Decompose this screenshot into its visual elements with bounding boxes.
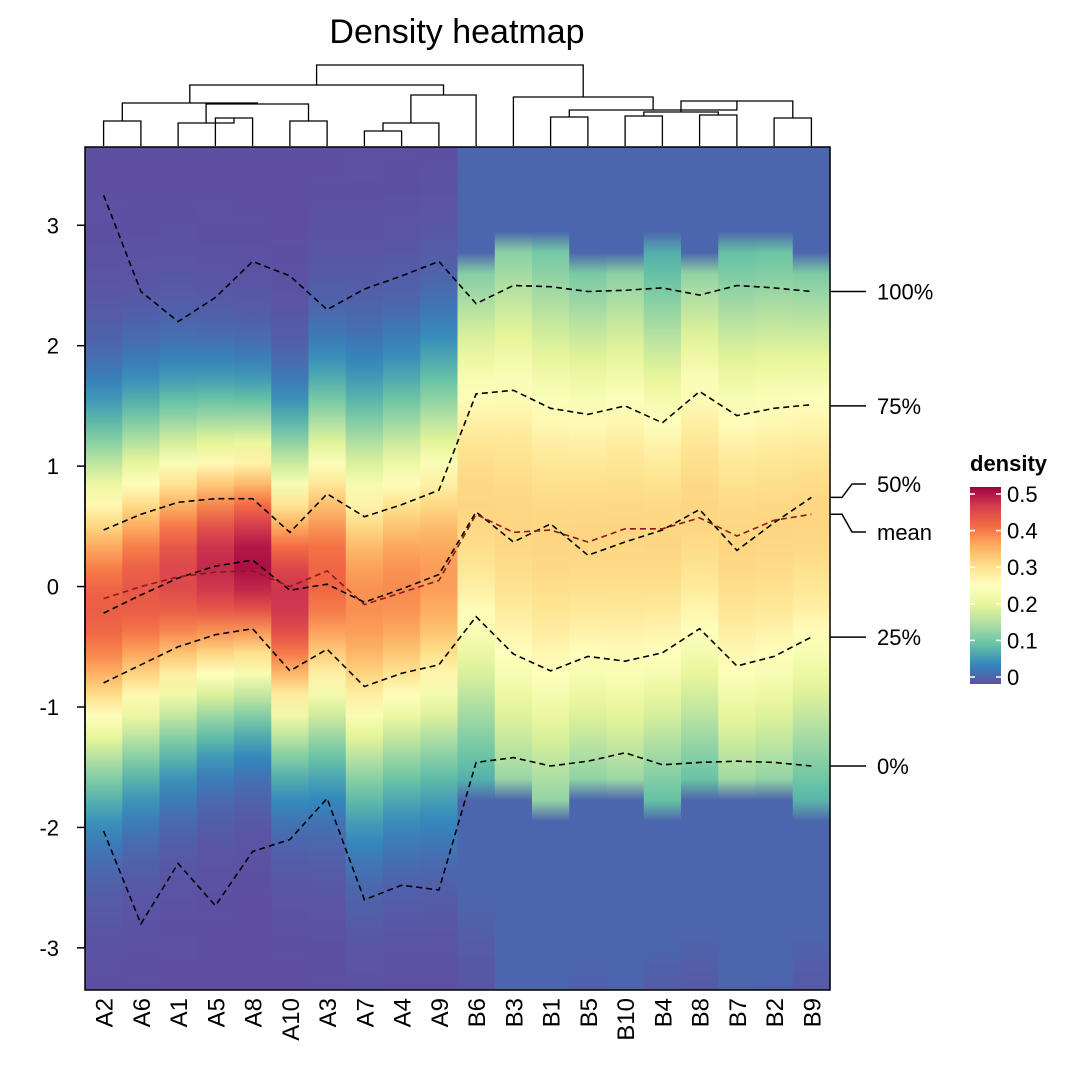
column-label-A1: A1 (166, 998, 193, 1027)
heatmap-column-A5 (196, 147, 235, 990)
legend-color-bar (970, 487, 1001, 684)
column-label-A9: A9 (427, 998, 454, 1027)
y-tick-label: -2 (39, 815, 59, 840)
heatmap-column-A3 (308, 147, 347, 990)
column-label-A10: A10 (278, 998, 305, 1041)
legend-tick-label: 0.4 (1007, 519, 1038, 544)
heatmap-column-A7 (345, 147, 384, 990)
heatmap-column-B3 (494, 147, 533, 990)
heatmap-column-B1 (532, 147, 570, 990)
annotation-100pct: 100% (830, 280, 933, 305)
heatmap-column-A10 (271, 147, 310, 990)
heatmap-column-A4 (383, 147, 421, 990)
dendrogram-branch (624, 115, 664, 146)
heatmap-body (85, 147, 831, 990)
column-label-A5: A5 (203, 998, 230, 1027)
column-label-B1: B1 (539, 998, 566, 1027)
heatmap-column-B10 (606, 147, 645, 990)
heatmap-column-A1 (159, 147, 198, 990)
legend-title: density (970, 451, 1048, 476)
heatmap-column-B7 (718, 147, 757, 990)
dendrogram-branch (289, 120, 328, 146)
annotation-50pct: 50% (830, 472, 921, 499)
annotation-label: 100% (877, 280, 933, 305)
chart-title: Density heatmap (329, 13, 584, 51)
right-annotations: 100% 75% 50% mean 25% 0% (830, 280, 933, 779)
annotation-25pct: 25% (830, 625, 921, 650)
column-label-B3: B3 (501, 998, 528, 1027)
dendrogram-branch (102, 120, 142, 146)
legend-tick-label: 0 (1007, 665, 1019, 690)
dendrogram-branch (315, 64, 584, 97)
y-axis: 3 2 1 0 -1 -2 -3 (39, 213, 86, 961)
dendrogram-branch (773, 117, 813, 146)
y-tick-label: 0 (47, 575, 59, 600)
dendrogram-branch (205, 103, 310, 123)
column-dendrogram (102, 64, 813, 146)
heatmap-column-B2 (755, 147, 794, 990)
column-label-B7: B7 (725, 998, 752, 1027)
mean-line (103, 513, 812, 606)
annotation-connector (830, 513, 866, 533)
column-label-B5: B5 (576, 998, 603, 1027)
dendrogram-branch (382, 122, 440, 146)
heatmap-column-B6 (457, 147, 496, 990)
heatmap-column-B9 (792, 147, 831, 990)
column-label-A4: A4 (390, 998, 417, 1027)
heatmap-column-A6 (122, 147, 161, 990)
column-labels: A2 A6 A1 A5 A8 A10 A3 A7 A4 A9 B6 B3 B1 B5 B10 B4 B8 B7 B2… (92, 998, 827, 1041)
legend-tick-label: 0.1 (1007, 628, 1038, 653)
y-tick-label: 1 (47, 454, 59, 479)
y-tick-label: -1 (39, 695, 59, 720)
dendrogram-branch (698, 114, 738, 146)
annotation-label: 75% (877, 394, 921, 419)
quantile-line-75pct (103, 389, 812, 534)
annotation-label: 25% (877, 625, 921, 650)
annotation-connector (830, 483, 866, 499)
legend-tick-label: 0.3 (1007, 555, 1038, 580)
heatmap-column-B4 (643, 147, 682, 990)
column-label-B6: B6 (464, 998, 491, 1027)
heatmap-column-A8 (234, 147, 272, 990)
legend-tick-label: 0.5 (1007, 482, 1038, 507)
annotation-label: 50% (877, 472, 921, 497)
legend-tick-label: 0.2 (1007, 592, 1038, 617)
column-label-B4: B4 (650, 998, 677, 1027)
dendrogram-branch (512, 96, 654, 146)
column-label-A8: A8 (241, 998, 268, 1027)
y-tick-label: 2 (47, 334, 59, 359)
heatmap-column-A2 (85, 147, 123, 990)
column-label-A2: A2 (92, 998, 119, 1027)
y-tick-label: -3 (39, 936, 59, 961)
annotation-75pct: 75% (830, 394, 921, 419)
quantile-line-100pct (102, 194, 812, 323)
dendrogram-branch (363, 130, 403, 146)
y-tick-label: 3 (47, 213, 59, 238)
dendrogram-branch (549, 116, 589, 146)
heatmap-column-A9 (420, 147, 459, 990)
column-label-B2: B2 (762, 998, 789, 1027)
column-label-A6: A6 (129, 998, 156, 1027)
annotation-label: mean (877, 520, 932, 545)
column-label-B10: B10 (613, 998, 640, 1041)
annotation-mean: mean (830, 513, 932, 545)
quantile-line-50pct (103, 496, 812, 614)
annotation-label: 0% (877, 754, 909, 779)
column-label-B8: B8 (688, 998, 715, 1027)
annotation-0pct: 0% (830, 754, 909, 779)
column-label-A7: A7 (352, 998, 379, 1027)
density-legend: density 0.5 0.4 0.3 0.2 0.1 0 (970, 451, 1048, 690)
dendrogram-branch (189, 84, 445, 103)
column-label-A3: A3 (315, 998, 342, 1027)
heatmap-column-B8 (681, 147, 719, 990)
dendrogram-branch (410, 94, 477, 146)
column-label-B9: B9 (799, 998, 826, 1027)
heatmap-column-B5 (569, 147, 608, 990)
quantile-lines (102, 194, 812, 926)
